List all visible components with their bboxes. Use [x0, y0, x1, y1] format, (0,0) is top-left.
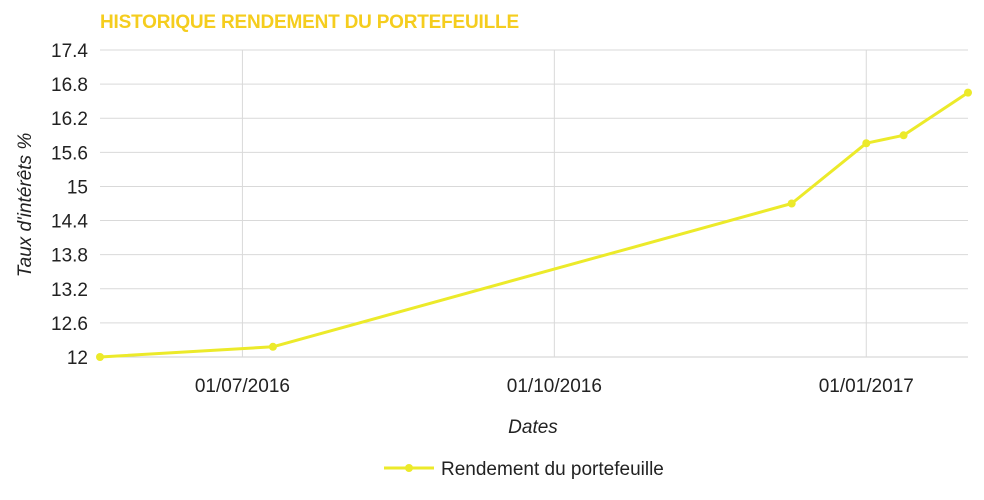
- chart-title: HISTORIQUE RENDEMENT DU PORTEFEUILLE: [100, 12, 519, 33]
- y-tick-label: 12: [67, 348, 88, 369]
- y-axis-tick-labels: 12 12.6 13.2 13.8 14.4 15 15.6 16.2 16.8 17.4: [51, 41, 88, 369]
- data-point: [96, 353, 104, 361]
- grid-lines: [100, 49, 968, 358]
- series-line: [98, 91, 970, 359]
- x-tick-label: 01/10/2016: [507, 376, 602, 397]
- data-point: [268, 342, 277, 351]
- y-tick-label: 12.6: [51, 314, 88, 335]
- y-tick-label: 15.6: [51, 143, 88, 164]
- data-point: [787, 199, 796, 208]
- legend: Rendement du portefeuille: [384, 459, 664, 480]
- series-layer: [96, 88, 972, 361]
- data-point: [964, 88, 972, 97]
- y-tick-label: 17.4: [51, 41, 88, 62]
- data-point: [899, 131, 908, 140]
- y-axis-title: Taux d'intérêts %: [15, 133, 36, 278]
- y-tick-label: 14.4: [51, 212, 88, 233]
- x-axis-tick-labels: 01/07/2016 01/10/2016 01/01/2017: [195, 376, 914, 397]
- y-tick-label: 16.8: [51, 75, 88, 96]
- legend-label: Rendement du portefeuille: [441, 459, 664, 480]
- y-tick-label: 16.2: [51, 109, 88, 130]
- y-tick-label: 15: [67, 177, 88, 198]
- x-tick-label: 01/07/2016: [195, 376, 290, 397]
- x-tick-label: 01/01/2017: [819, 376, 914, 397]
- x-axis-title: Dates: [508, 417, 558, 438]
- y-tick-label: 13.2: [51, 280, 88, 301]
- y-tick-label: 13.8: [51, 246, 88, 267]
- legend-point-marker: [405, 464, 413, 472]
- data-point: [862, 139, 871, 148]
